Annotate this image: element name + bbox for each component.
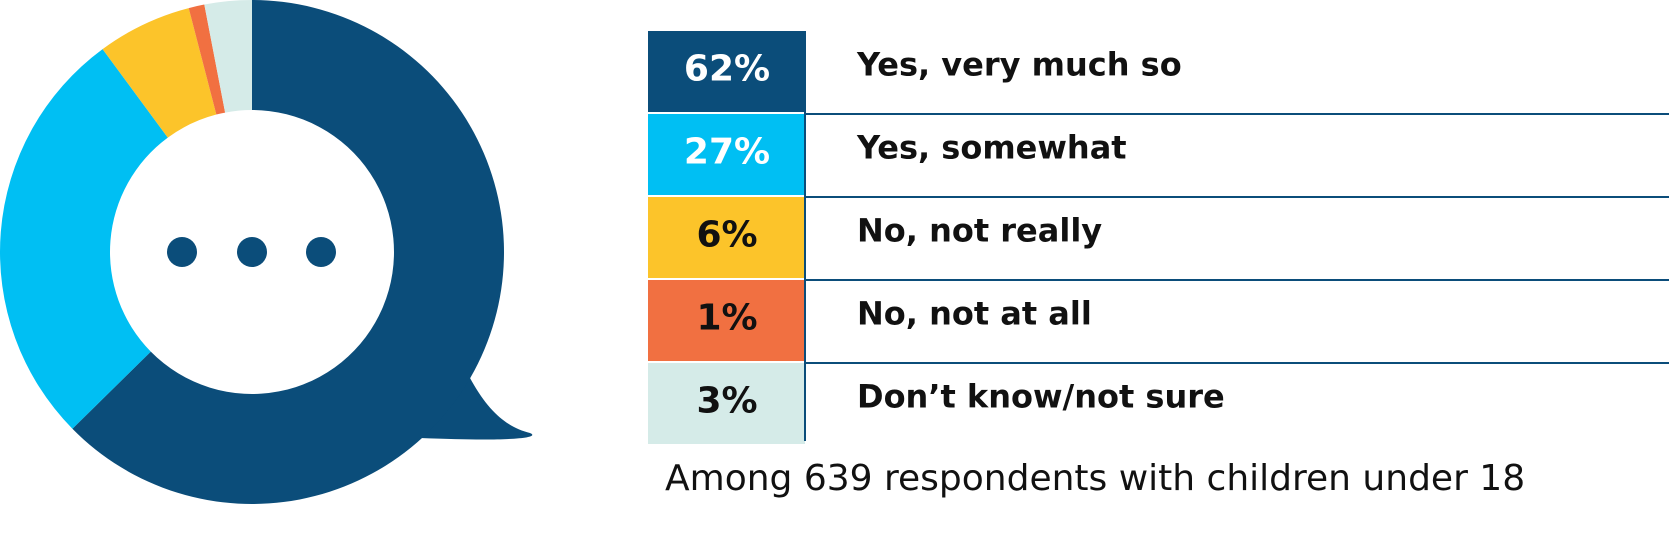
legend-table: 62% Yes, very much so 27% Yes, somewhat 6% No…	[648, 31, 1669, 444]
value-label: 27%	[684, 132, 770, 173]
slice	[72, 0, 504, 504]
legend-label: Yes, somewhat	[856, 129, 1127, 167]
note: Among 639 respondents with children unde…	[665, 458, 1525, 499]
legend-label: Yes, very much so	[856, 46, 1182, 84]
bubble-tail	[420, 378, 533, 440]
value-label: 62%	[684, 49, 770, 90]
dot	[306, 237, 336, 267]
dot	[237, 237, 267, 267]
legend-swatch	[648, 197, 805, 278]
slice	[188, 4, 226, 115]
legend-swatch	[648, 31, 805, 112]
dot	[167, 237, 197, 267]
value-label: 6%	[696, 215, 757, 256]
legend-label: Don’t know/not sure	[857, 378, 1225, 416]
value-label: 3%	[696, 381, 757, 422]
slice	[0, 49, 168, 429]
legend-label: No, not at all	[857, 295, 1092, 333]
slice	[204, 0, 252, 113]
legend-swatch	[648, 280, 805, 361]
legend-label: No, not really	[857, 212, 1102, 250]
legend-swatch	[648, 114, 805, 195]
donut	[0, 0, 504, 504]
value-label: 1%	[696, 298, 757, 339]
legend-swatch	[648, 363, 805, 444]
slice	[102, 8, 217, 138]
